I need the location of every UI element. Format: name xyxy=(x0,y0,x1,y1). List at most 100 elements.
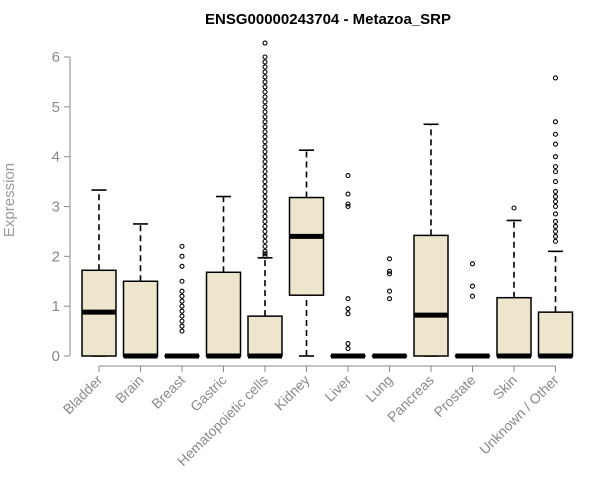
box-lung xyxy=(371,256,408,359)
outlier-point xyxy=(262,238,268,244)
outlier-point xyxy=(262,154,268,160)
box-skin xyxy=(496,205,532,359)
outlier-point xyxy=(262,228,268,234)
outlier-point xyxy=(262,59,268,65)
box-prostate xyxy=(454,261,491,359)
box-iqr xyxy=(205,271,242,357)
outlier-point xyxy=(262,253,268,259)
outlier-point xyxy=(262,89,268,95)
outlier-point xyxy=(262,198,268,205)
x-tick-label-skin: Skin xyxy=(490,372,521,403)
outlier-point xyxy=(262,179,268,185)
outlier-point xyxy=(262,149,268,155)
outlier-point xyxy=(262,139,268,145)
outlier-point xyxy=(552,119,559,125)
y-tick-label: 3 xyxy=(52,199,60,216)
outlier-point xyxy=(386,271,393,277)
outlier-point xyxy=(345,306,351,312)
box-iqr xyxy=(496,296,532,357)
outlier-point xyxy=(262,164,268,170)
y-tick-label: 4 xyxy=(52,149,60,166)
plot-area xyxy=(81,40,574,359)
outlier-point xyxy=(552,203,559,210)
outlier-point xyxy=(345,345,351,352)
chart-title: ENSG00000243704 - Metazoa_SRP xyxy=(205,11,451,28)
outlier-point xyxy=(262,104,268,110)
x-tick-label-prostate: Prostate xyxy=(430,372,478,420)
outlier-point xyxy=(511,205,517,211)
outlier-point xyxy=(262,208,268,215)
outlier-point xyxy=(262,124,268,130)
outlier-point xyxy=(345,201,351,207)
outlier-point xyxy=(262,169,268,175)
outlier-point xyxy=(552,211,559,217)
outlier-point xyxy=(262,40,268,46)
outlier-point xyxy=(179,308,185,314)
y-tick-label: 1 xyxy=(52,298,60,315)
outlier-point xyxy=(552,169,559,175)
outlier-point xyxy=(386,288,393,294)
outlier-point xyxy=(262,114,268,120)
outlier-point xyxy=(552,218,559,224)
box-iqr xyxy=(122,280,159,357)
outlier-point xyxy=(386,256,393,262)
y-axis-label: Expression xyxy=(1,163,18,237)
outlier-point xyxy=(345,296,351,302)
outlier-point xyxy=(552,238,559,244)
outlier-point xyxy=(179,293,185,299)
outlier-point xyxy=(552,179,559,185)
outlier-point xyxy=(386,268,393,274)
outlier-point xyxy=(469,261,476,267)
outlier-point xyxy=(552,164,559,170)
y-tick-label: 6 xyxy=(52,49,60,66)
outlier-point xyxy=(386,296,393,302)
outlier-point xyxy=(262,119,268,125)
outlier-point xyxy=(345,311,351,317)
outlier-point xyxy=(552,223,559,229)
outlier-point xyxy=(469,293,476,299)
box-iqr xyxy=(413,234,449,357)
outlier-point xyxy=(552,193,559,200)
outlier-point xyxy=(552,154,559,160)
outlier-point xyxy=(179,328,185,334)
x-tick-label-bladder: Bladder xyxy=(60,372,106,418)
outlier-point xyxy=(179,313,185,319)
y-tick-label: 0 xyxy=(52,348,60,365)
x-tick-label-unknown-other: Unknown / Other xyxy=(476,372,562,458)
outlier-point xyxy=(552,198,559,205)
outlier-point xyxy=(552,131,559,137)
outlier-point xyxy=(262,218,268,224)
x-tick-label-kidney: Kidney xyxy=(271,372,313,414)
outlier-point xyxy=(262,99,268,105)
outlier-point xyxy=(262,213,268,220)
outlier-point xyxy=(469,283,476,289)
outlier-point xyxy=(262,64,268,70)
outlier-point xyxy=(179,318,185,324)
x-tick-label-brain: Brain xyxy=(112,372,146,406)
outlier-point xyxy=(345,340,351,347)
outlier-point xyxy=(552,141,559,147)
outlier-point xyxy=(262,174,268,180)
outlier-point xyxy=(179,253,185,259)
outlier-point xyxy=(262,94,268,100)
outlier-point xyxy=(552,228,559,234)
outlier-point xyxy=(552,233,559,239)
outlier-point xyxy=(262,248,268,254)
outlier-point xyxy=(552,189,559,195)
outlier-point xyxy=(179,288,185,294)
x-tick-label-breast: Breast xyxy=(148,372,188,412)
outlier-point xyxy=(262,134,268,140)
box-bladder xyxy=(81,189,117,357)
outlier-point xyxy=(262,203,268,210)
outlier-point xyxy=(262,243,268,249)
box-breast xyxy=(164,243,200,359)
y-axis: 0 1 2 3 4 5 6 xyxy=(52,49,71,365)
y-tick-label: 5 xyxy=(52,99,60,116)
outlier-point xyxy=(262,159,268,165)
outlier-point xyxy=(262,144,268,150)
box-brain xyxy=(122,223,159,359)
outlier-point xyxy=(345,173,351,179)
outlier-point xyxy=(262,79,268,85)
